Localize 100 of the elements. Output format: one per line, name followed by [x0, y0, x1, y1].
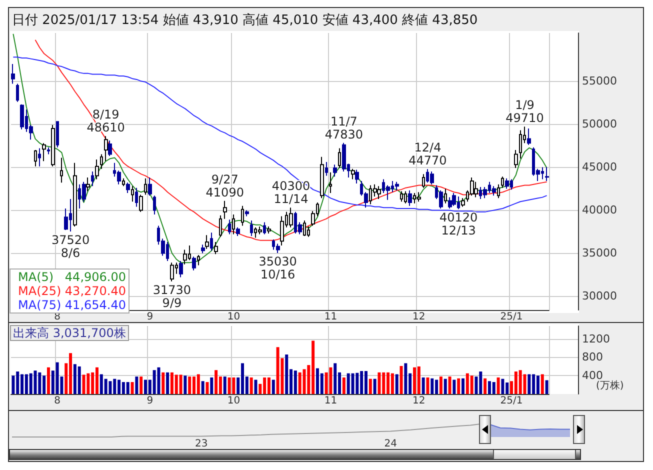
candlestick — [338, 148, 341, 169]
bar — [130, 382, 134, 394]
bar — [426, 377, 430, 394]
candlestick — [228, 219, 231, 235]
bar — [444, 378, 447, 394]
candlestick — [16, 83, 19, 102]
bar — [108, 381, 112, 394]
candlestick — [250, 220, 253, 237]
candlestick — [131, 186, 134, 202]
candlestick — [514, 149, 518, 169]
annotation: 9/27 41090 — [206, 172, 244, 200]
candlestick — [201, 244, 205, 254]
bar — [528, 374, 531, 394]
bar — [152, 370, 156, 394]
candlestick — [135, 187, 138, 208]
candlestick — [95, 158, 99, 180]
candlestick — [377, 186, 381, 200]
bar — [250, 377, 253, 394]
candlestick — [351, 168, 355, 180]
candlestick — [144, 178, 147, 196]
candlestick — [263, 222, 266, 235]
bar — [214, 370, 218, 394]
candlestick — [126, 182, 130, 194]
bar — [294, 370, 297, 394]
candlestick — [474, 181, 478, 198]
candlestick — [245, 210, 249, 217]
candlestick — [527, 128, 531, 146]
candlestick — [100, 154, 103, 170]
chart-title: 日付 2025/01/17 13:54 始値 43,910 高値 45,010 安値 43,400 終値 43,850 — [12, 12, 478, 29]
candlestick — [439, 190, 443, 209]
candlestick — [179, 260, 183, 278]
bar — [179, 374, 182, 394]
bar — [395, 374, 398, 394]
bar — [302, 369, 306, 394]
bar — [400, 366, 403, 394]
candlestick — [452, 192, 456, 206]
bar — [157, 367, 160, 394]
candlestick — [519, 130, 522, 160]
candlestick — [60, 157, 63, 184]
candlestick — [223, 200, 227, 220]
bar — [82, 374, 86, 394]
bar — [404, 363, 408, 394]
x-tick-label: 12 — [412, 396, 426, 406]
bar — [470, 376, 474, 394]
x-tick-label: 10 — [227, 396, 240, 406]
candlestick — [236, 226, 240, 237]
annotation: 40120 12/13 — [440, 210, 478, 238]
x-tick-label: 10 — [227, 312, 240, 322]
candlestick — [214, 242, 218, 255]
bar — [12, 376, 15, 394]
bar — [56, 362, 59, 394]
candlestick — [153, 195, 156, 216]
candlestick — [400, 190, 403, 202]
bar — [46, 367, 50, 394]
candlestick — [320, 156, 324, 199]
bar — [364, 371, 368, 394]
bar — [166, 372, 170, 394]
candlestick — [501, 176, 504, 188]
bar — [439, 376, 442, 394]
candlestick — [73, 162, 77, 228]
bar — [540, 374, 544, 394]
x-tick-label: 24 — [384, 438, 398, 450]
candlestick — [108, 140, 112, 157]
candlestick — [205, 234, 209, 250]
bar — [342, 377, 346, 394]
candlestick — [139, 194, 143, 212]
candlestick — [34, 149, 37, 167]
annotation: 1/9 49710 — [506, 98, 544, 126]
bar — [501, 378, 504, 394]
bar — [492, 382, 496, 394]
candlestick — [183, 249, 187, 265]
bar — [140, 376, 143, 394]
candlestick — [483, 186, 487, 199]
candlestick — [497, 184, 500, 199]
text: MA(25) 43,270.40 — [18, 284, 126, 298]
candlestick — [51, 124, 55, 167]
bar — [38, 372, 42, 394]
bar — [201, 381, 204, 394]
candlestick — [395, 181, 399, 191]
candlestick — [91, 171, 94, 187]
candlestick — [56, 121, 59, 148]
x-tick-label: 25/1 — [500, 312, 523, 322]
candlestick — [38, 148, 41, 167]
bar — [254, 380, 258, 394]
candlestick — [404, 190, 407, 204]
annotation: 40300 11/14 — [272, 179, 310, 206]
candlestick — [444, 188, 447, 204]
candlestick — [148, 177, 152, 196]
bar — [536, 376, 540, 394]
bar — [334, 363, 337, 394]
x-tick-label: 8 — [54, 396, 60, 406]
annotation: 12/4 44770 — [408, 140, 447, 168]
annotation: 35030 10/16 — [258, 254, 297, 282]
x-tick-label: 11 — [324, 312, 338, 322]
candlestick — [303, 220, 306, 237]
candlestick — [192, 256, 196, 271]
text: MA(5) 44,906.00 — [18, 270, 126, 284]
bar — [126, 382, 130, 394]
candlestick — [408, 190, 412, 206]
x-tick-label: 12 — [412, 312, 426, 322]
